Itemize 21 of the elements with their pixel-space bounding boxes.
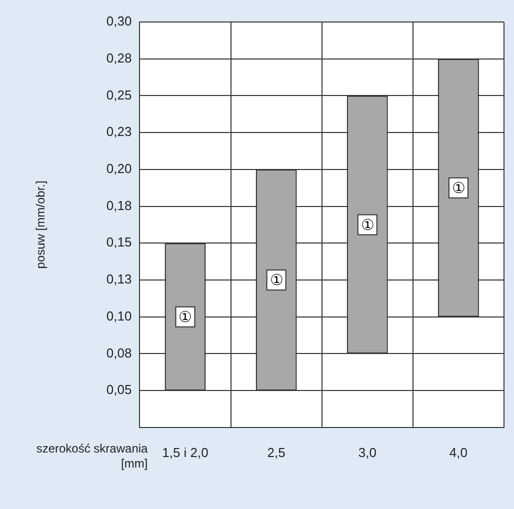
- annotation: ①: [452, 180, 465, 197]
- y-tick-label: 0,10: [106, 308, 132, 324]
- x-tick-label: 4,0: [449, 444, 468, 460]
- annotation: ①: [178, 308, 192, 326]
- y-axis-title: posuw [mm/obr.]: [34, 180, 48, 269]
- x-tick-label: 2,5: [267, 444, 286, 460]
- x-tick-label: 1,5 i 2,0: [162, 444, 208, 460]
- y-tick-label: 0,15: [106, 234, 132, 250]
- y-tick-label: 0,25: [106, 87, 132, 102]
- y-tick-label: 0,08: [106, 345, 132, 360]
- y-tick-label: 0,18: [106, 198, 132, 213]
- y-tick-label: 0,30: [106, 14, 132, 29]
- y-tick-label: 0,05: [106, 382, 132, 398]
- x-axis-title: szerokość skrawania [mm]: [36, 442, 148, 471]
- annotation: ①: [360, 216, 374, 234]
- x-tick-label: 3,0: [358, 444, 376, 460]
- y-tick-label: 0,28: [106, 50, 132, 66]
- y-tick-label: 0,23: [106, 124, 132, 140]
- annotation: ①: [270, 272, 283, 290]
- y-tick-label: 0,13: [106, 272, 132, 287]
- y-tick-label: 0,20: [106, 160, 132, 176]
